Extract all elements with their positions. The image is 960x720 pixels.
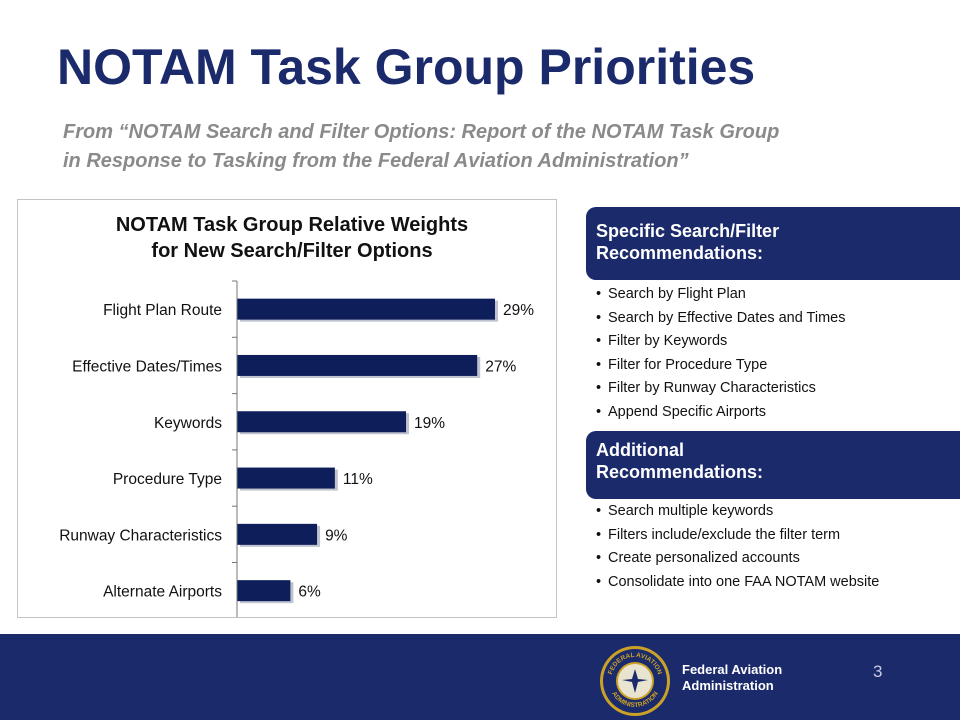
data-label: 27% (485, 358, 516, 375)
bar (237, 298, 495, 320)
bar (237, 467, 335, 489)
chart-title-line-2: for New Search/Filter Options (151, 240, 433, 262)
chart-title-line-1: NOTAM Task Group Relative Weights (115, 214, 469, 236)
bar (237, 523, 318, 545)
list-item: Filter by Keywords (596, 333, 936, 350)
category-label: Alternate Airports (103, 584, 222, 601)
agency-name-line-1: Federal Aviation (682, 662, 783, 677)
bar (237, 580, 291, 602)
list-item: Search by Effective Dates and Times (596, 310, 936, 327)
list-item: Search by Flight Plan (596, 286, 936, 303)
bar-chart: Flight Plan Route 29% Effective Dates/Time… (59, 280, 534, 617)
bar (237, 411, 407, 433)
subtitle-line-1: From “NOTAM Search and Filter Options: R… (63, 121, 780, 143)
additional-heading-line-1: Additional (596, 440, 684, 460)
data-label: 11% (343, 471, 373, 488)
list-item: Create personalized accounts (596, 550, 936, 567)
specific-recommendations-header: Specific Search/Filter Recommendations: (586, 207, 960, 280)
page-subtitle: From “NOTAM Search and Filter Options: R… (63, 118, 943, 176)
additional-heading-line-2: Recommendations: (596, 462, 764, 482)
category-label: Flight Plan Route (103, 302, 222, 319)
list-item: Consolidate into one FAA NOTAM website (596, 574, 936, 591)
category-label: Procedure Type (113, 471, 222, 488)
page-title: NOTAM Task Group Priorities (57, 39, 756, 95)
data-label: 29% (503, 302, 534, 319)
additional-recommendations-header: Additional Recommendations: (586, 431, 960, 499)
category-label: Effective Dates/Times (72, 358, 222, 375)
chart-title: NOTAM Task Group Relative Weights for Ne… (18, 212, 566, 264)
additional-recommendations-list: Search multiple keywords Filters include… (596, 503, 936, 597)
list-item: Filter for Procedure Type (596, 357, 936, 374)
specific-heading-line-2: Recommendations: (596, 243, 764, 263)
faa-seal-logo: FEDERAL AVIATION ADMINISTRATION (600, 646, 670, 716)
list-item: Filters include/exclude the filter term (596, 527, 936, 544)
data-label: 9% (325, 527, 348, 544)
category-label: Runway Characteristics (59, 527, 222, 544)
data-label: 19% (414, 415, 445, 432)
category-label: Keywords (154, 415, 222, 432)
chart-panel: NOTAM Task Group Relative Weights for Ne… (17, 199, 557, 618)
subtitle-line-2: in Response to Tasking from the Federal … (63, 150, 689, 172)
list-item: Search multiple keywords (596, 503, 936, 520)
bar (237, 354, 478, 376)
agency-name-line-2: Administration (682, 678, 774, 693)
list-item: Filter by Runway Characteristics (596, 380, 936, 397)
specific-recommendations-list: Search by Flight Plan Search by Effectiv… (596, 286, 936, 427)
page-number: 3 (873, 662, 883, 681)
specific-heading-line-1: Specific Search/Filter (596, 221, 780, 241)
footer-bar (0, 634, 960, 720)
data-label: 6% (298, 584, 321, 601)
agency-name: Federal Aviation Administration (682, 662, 782, 694)
list-item: Append Specific Airports (596, 404, 936, 421)
